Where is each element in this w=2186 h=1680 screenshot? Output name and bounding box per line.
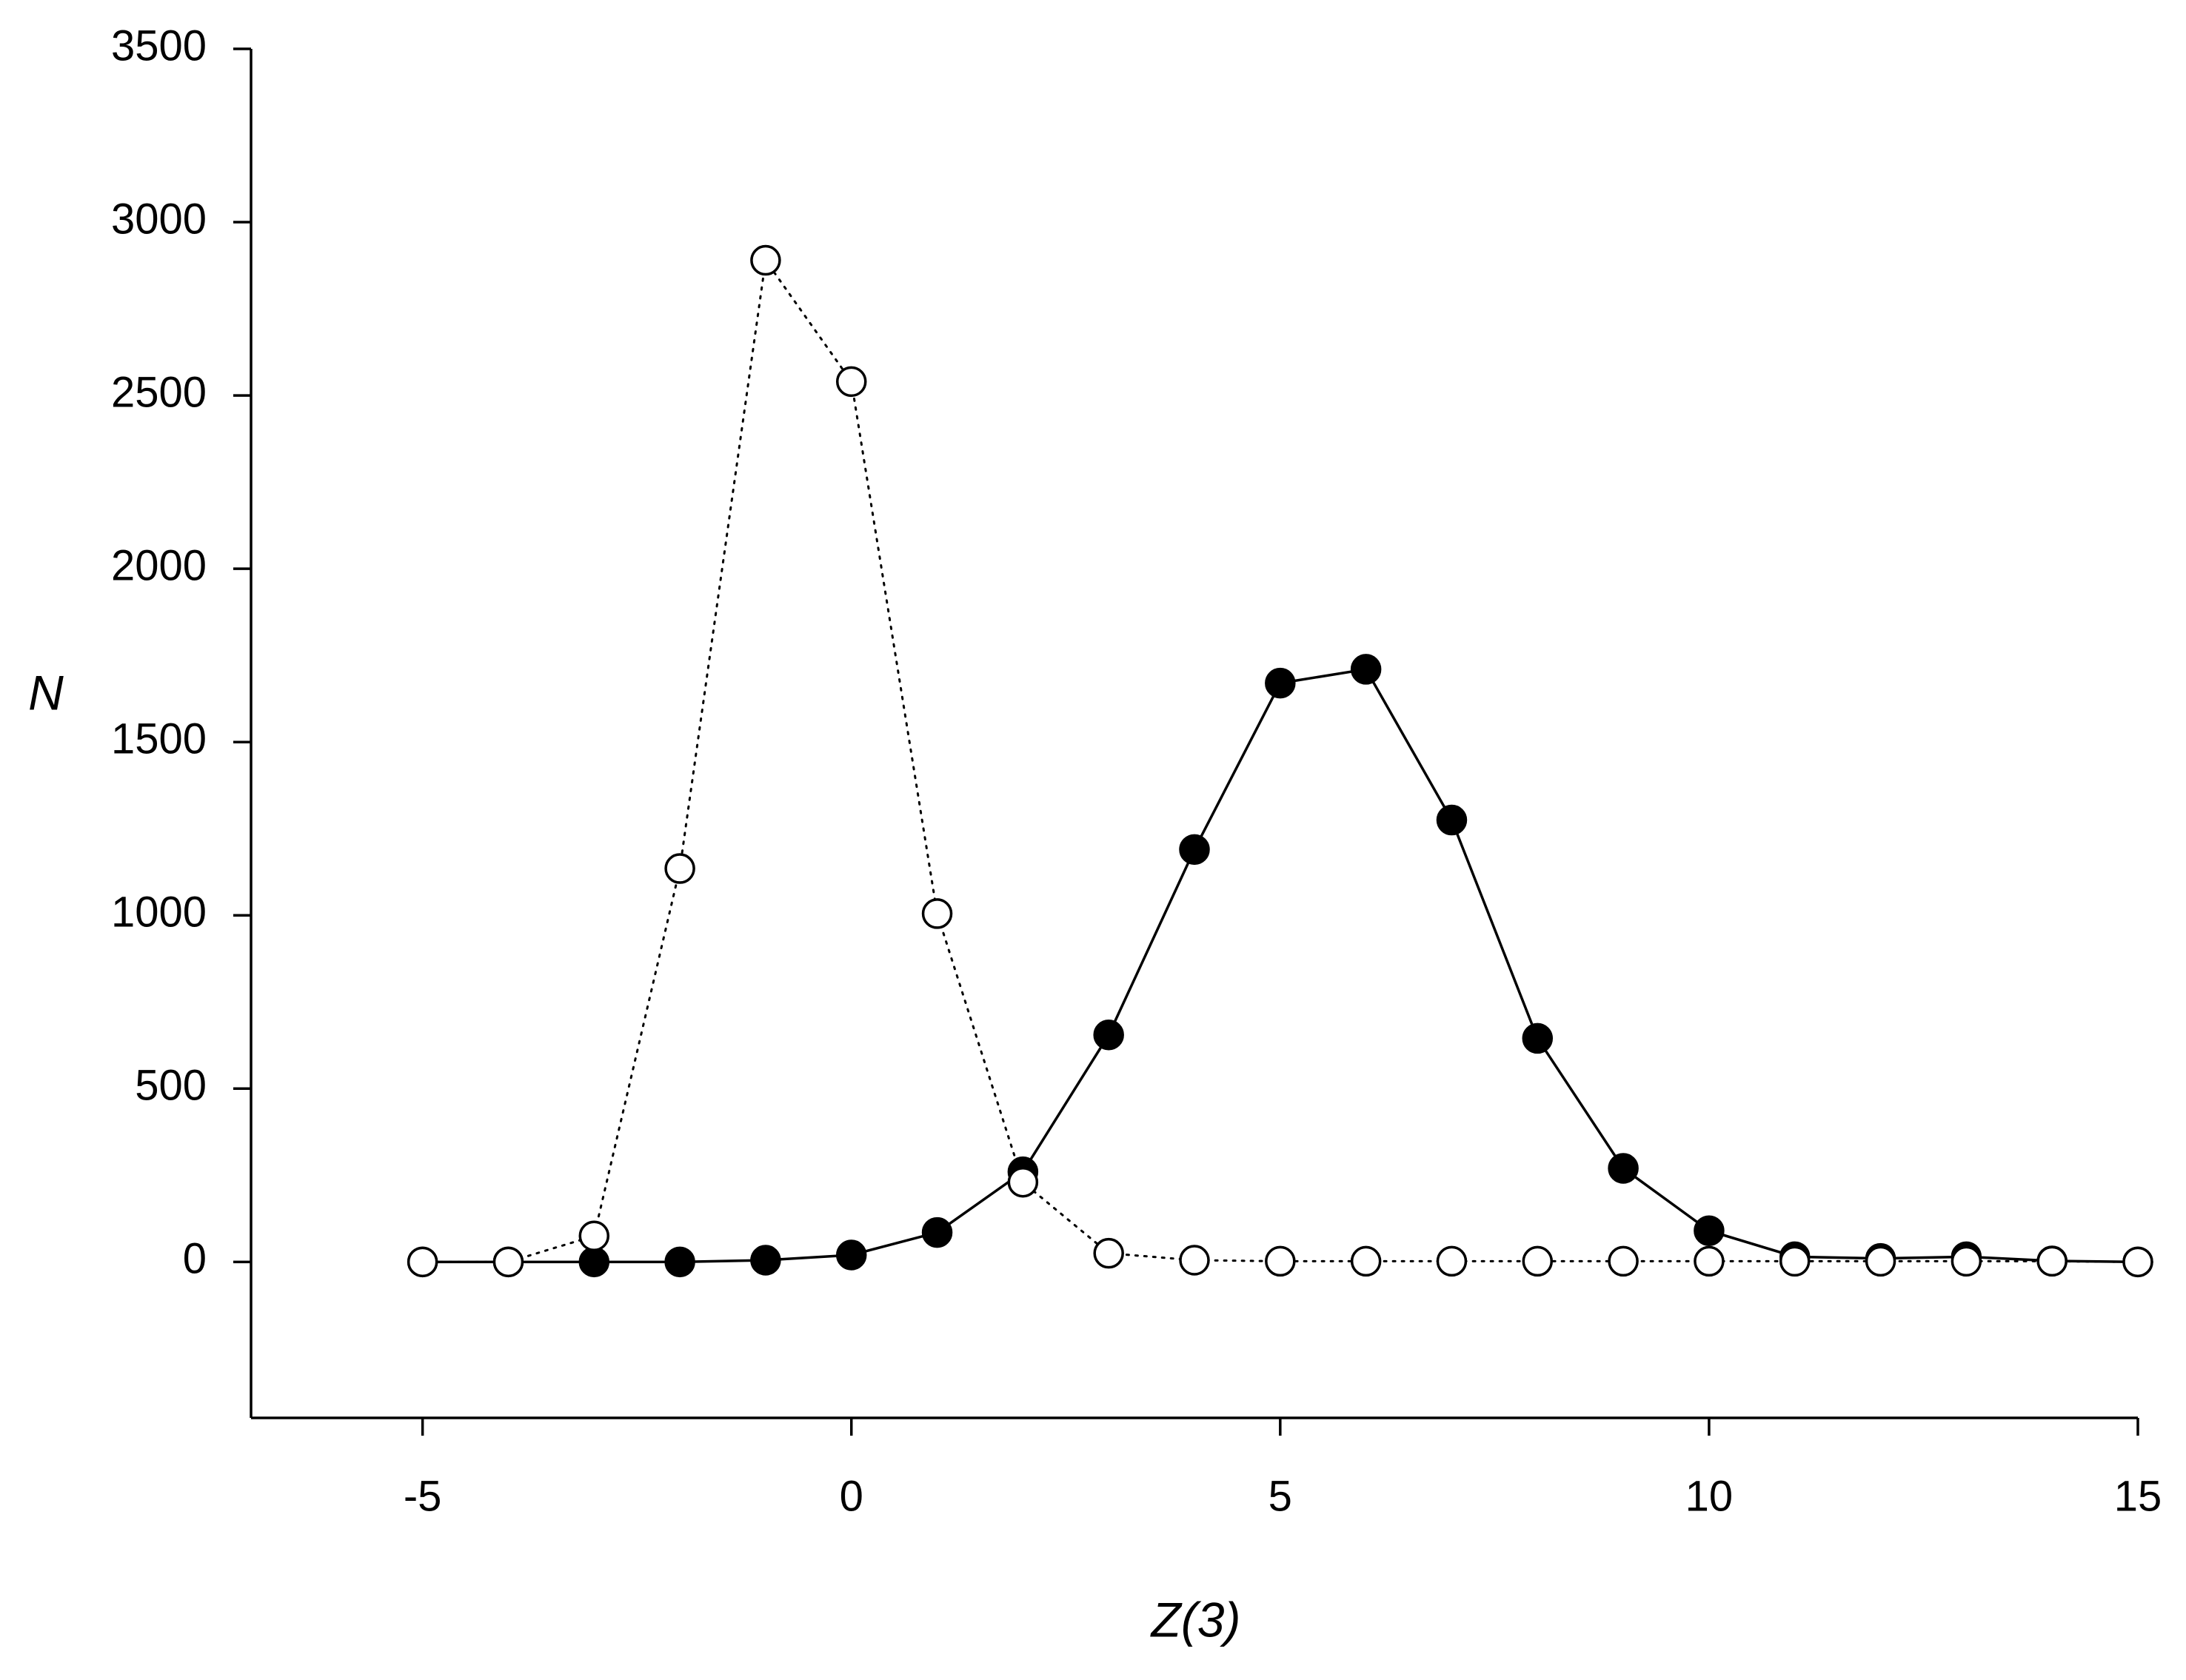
data-point: [1093, 1237, 1124, 1269]
series-line: [421, 257, 2139, 1263]
data-point: [407, 1246, 438, 1278]
data-point: [1179, 1245, 1210, 1276]
data-point: [1093, 1019, 1124, 1051]
data-point: [750, 1245, 781, 1276]
y-tick-label: 0: [183, 1235, 207, 1283]
data-point: [1951, 1245, 1982, 1277]
x-tick-label: 0: [840, 1472, 863, 1520]
data-point: [578, 1220, 610, 1251]
x-tick-label: -5: [404, 1472, 442, 1520]
data-point: [1522, 1023, 1554, 1054]
y-tick-label: 3500: [111, 21, 207, 70]
data-point: [1522, 1245, 1554, 1277]
y-axis-label: N: [28, 665, 64, 720]
x-tick-label: 15: [2114, 1472, 2162, 1520]
data-point: [750, 244, 781, 276]
data-point: [1694, 1215, 1725, 1246]
data-point: [1865, 1245, 1896, 1277]
data-point: [1436, 804, 1468, 836]
data-point: [1608, 1245, 1639, 1277]
data-point: [1436, 1245, 1468, 1277]
data-point: [1350, 1245, 1382, 1277]
data-point: [664, 853, 695, 884]
data-point: [2122, 1246, 2153, 1278]
y-tick-label: 3000: [111, 195, 207, 243]
data-point: [578, 1246, 610, 1278]
data-point: [1779, 1245, 1811, 1277]
data-point: [1179, 834, 1210, 866]
data-point: [1694, 1245, 1725, 1277]
x-tick-label: 10: [1685, 1472, 1734, 1520]
data-point: [1265, 1245, 1296, 1277]
x-axis-label: Z(3): [1150, 1592, 1241, 1647]
data-point: [664, 1246, 695, 1278]
data-point: [835, 366, 867, 398]
data-point: [921, 1217, 953, 1248]
data-point: [2036, 1245, 2068, 1277]
data-point: [1350, 654, 1382, 685]
data-point: [492, 1246, 524, 1278]
data-point: [921, 898, 953, 929]
y-tick-label: 1500: [111, 715, 207, 763]
y-tick-label: 1000: [111, 888, 207, 937]
data-point: [835, 1239, 867, 1271]
data-point: [1265, 667, 1296, 699]
y-tick-label: 2000: [111, 541, 207, 589]
y-tick-label: 500: [135, 1062, 207, 1110]
data-point: [1007, 1166, 1039, 1198]
x-tick-label: 5: [1269, 1472, 1292, 1520]
series-line: [421, 667, 2139, 1264]
y-tick-label: 2500: [111, 368, 207, 416]
data-point: [1608, 1153, 1639, 1184]
